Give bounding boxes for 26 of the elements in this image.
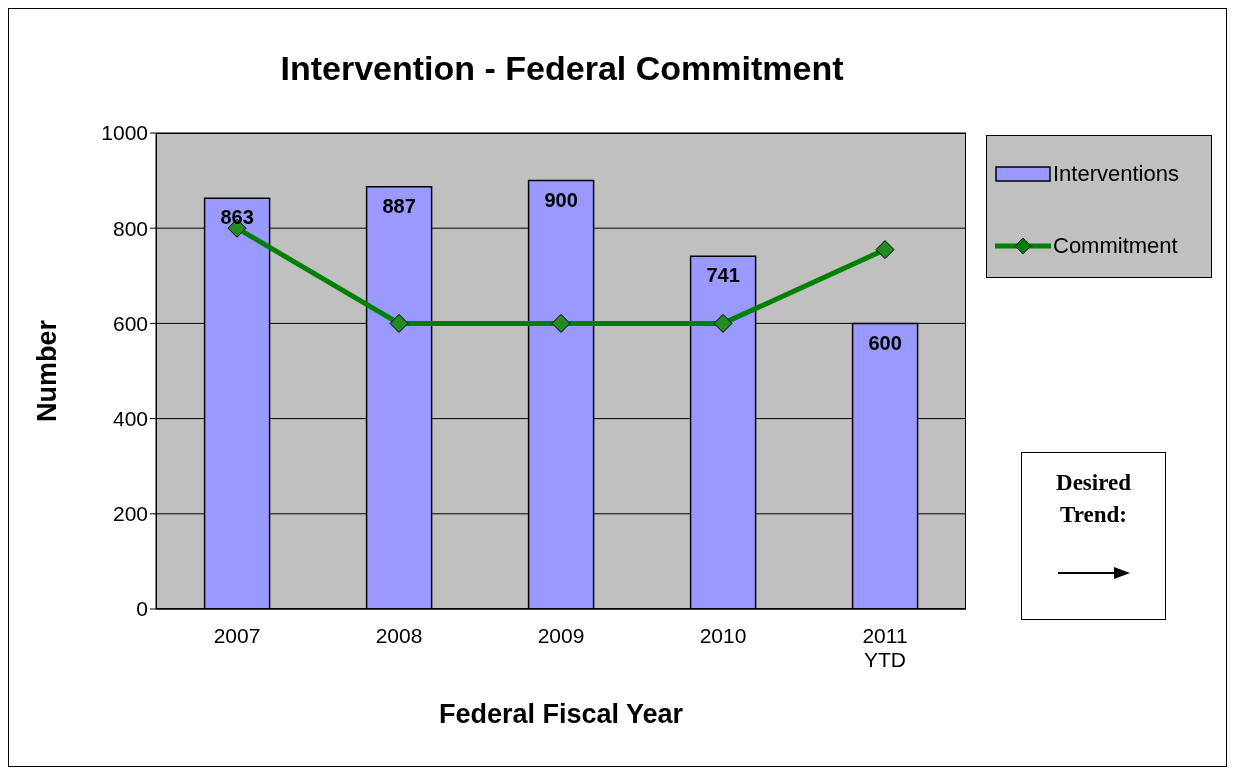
y-tick-label: 400 bbox=[112, 407, 148, 431]
point bbox=[713, 313, 733, 333]
y-tick-label: 800 bbox=[112, 216, 148, 240]
x-tick-label: 2009 bbox=[537, 624, 585, 647]
point bbox=[389, 313, 409, 333]
x-tick-label: 2010 bbox=[699, 624, 747, 647]
text: Desired Trend: bbox=[1055, 469, 1132, 529]
data-label: 900 bbox=[544, 188, 578, 211]
point bbox=[875, 240, 895, 260]
x-tick-label: 2011 YTD bbox=[862, 624, 908, 671]
y-axis-title: Number bbox=[31, 319, 63, 423]
legend-label: Commitment bbox=[1053, 233, 1178, 259]
y-tick-label: 1000 bbox=[101, 121, 148, 145]
y-tick-label: 600 bbox=[112, 311, 148, 335]
data-label: 863 bbox=[220, 206, 254, 229]
chart-title: Intervention - Federal Commitment bbox=[279, 49, 845, 88]
x-axis-title: Federal Fiscal Year bbox=[437, 699, 685, 730]
y-tick-label: 0 bbox=[136, 597, 148, 621]
legend-label: Interventions bbox=[1053, 161, 1179, 187]
x-tick-label: 2007 bbox=[213, 624, 261, 647]
point bbox=[551, 313, 571, 333]
x-tick-label: 2008 bbox=[375, 624, 423, 647]
data-label: 600 bbox=[868, 331, 902, 354]
y-tick-label: 200 bbox=[112, 502, 148, 526]
data-label: 887 bbox=[382, 194, 416, 217]
data-label: 741 bbox=[706, 264, 740, 287]
